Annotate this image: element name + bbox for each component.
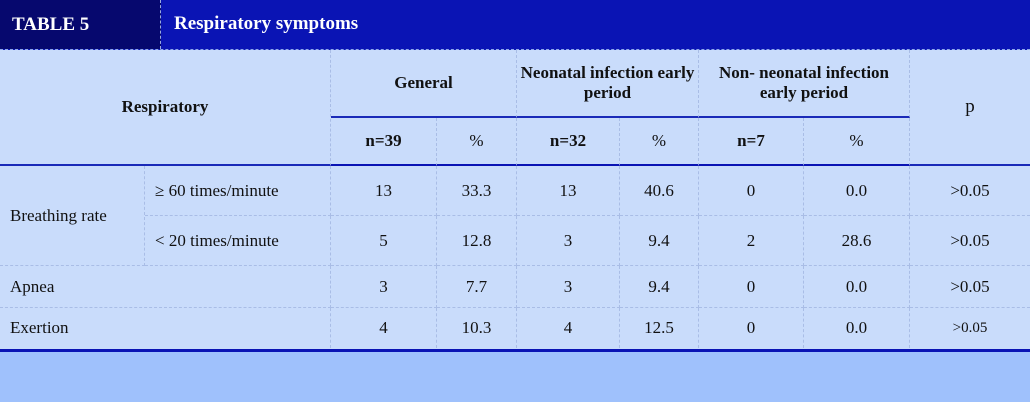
table-cell: 5 [331, 216, 437, 266]
table-cell-p: >0.05 [910, 166, 1030, 216]
table-cell: 0 [699, 308, 804, 348]
row-sub-high: ≥ 60 times/minute [145, 166, 331, 216]
header-neonatal: Neonatal infection early period [517, 50, 699, 118]
table-cell: 3 [331, 266, 437, 308]
table-cell: 0.0 [804, 266, 910, 308]
header-pct-neonatal: % [620, 118, 699, 166]
respiratory-table: Respiratory General Neonatal infection e… [0, 50, 1030, 350]
table-cell: 13 [517, 166, 620, 216]
header-pct-general: % [437, 118, 517, 166]
header-n-non-neonatal: n=7 [699, 118, 804, 166]
header-non-neonatal: Non- neonatal infection early period [699, 50, 910, 118]
table-number: TABLE 5 [0, 0, 161, 49]
table-cell: 12.8 [437, 216, 517, 266]
table-cell-p: >0.05 [910, 216, 1030, 266]
table-cell: 28.6 [804, 216, 910, 266]
table-cell: 0.0 [804, 166, 910, 216]
row-label-apnea: Apnea [0, 266, 331, 308]
row-sub-low: < 20 times/minute [145, 216, 331, 266]
table-cell: 9.4 [620, 216, 699, 266]
table-cell: 13 [331, 166, 437, 216]
table-footer-band [0, 349, 1030, 402]
header-respiratory: Respiratory [0, 50, 331, 166]
header-general: General [331, 50, 517, 118]
table-cell-p: >0.05 [952, 319, 988, 336]
table-cell: 2 [699, 216, 804, 266]
table-cell: 4 [517, 308, 620, 348]
header-n-neonatal: n=32 [517, 118, 620, 166]
table-cell: 40.6 [620, 166, 699, 216]
table-cell: 3 [517, 216, 620, 266]
table-cell: 0 [699, 266, 804, 308]
header-n-general: n=39 [331, 118, 437, 166]
table-cell-p: >0.05 [910, 266, 1030, 308]
row-label-exertion: Exertion [0, 308, 331, 348]
table-cell: 0.0 [804, 308, 910, 348]
table-title-bar: TABLE 5 Respiratory symptoms [0, 0, 1030, 50]
table-cell: 3 [517, 266, 620, 308]
table-cell: 7.7 [437, 266, 517, 308]
table-cell: 9.4 [620, 266, 699, 308]
table-title: Respiratory symptoms [174, 13, 359, 34]
row-label-breathing-rate: Breathing rate [0, 166, 145, 266]
table-cell: 4 [331, 308, 437, 348]
header-pct-non-neonatal: % [804, 118, 910, 166]
header-p: p [910, 50, 1030, 166]
table-cell: 33.3 [437, 166, 517, 216]
table-cell: 0 [699, 166, 804, 216]
table-cell: 12.5 [620, 308, 699, 348]
table-cell: 10.3 [437, 308, 517, 348]
